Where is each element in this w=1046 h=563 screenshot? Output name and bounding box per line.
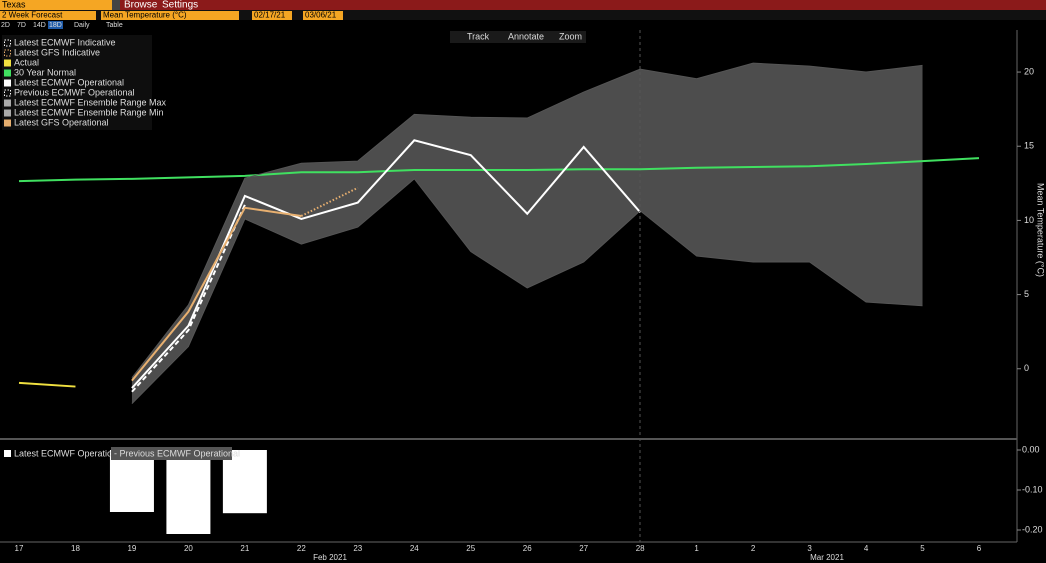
x-tick-label: 27 [579,544,588,553]
y-tick-label: 5 [1024,289,1029,299]
x-tick-label: 25 [466,544,475,553]
end-date[interactable]: 03/06/21 [305,11,337,20]
legend-swatch [4,89,11,97]
x-tick-label: 2 [751,544,756,553]
tool-button[interactable]: Annotate [508,31,544,41]
range-edge [131,62,923,378]
month-label: Mar 2021 [810,553,844,562]
dropdown-arrow[interactable] [112,0,120,10]
y-tick-label: -0.20 [1022,524,1043,534]
range-button[interactable]: 2D [1,22,10,29]
x-tick-label: 18 [71,544,80,553]
series-line [131,206,302,382]
y-tick-label: 15 [1024,141,1034,151]
x-tick-label: 24 [410,544,419,553]
series-line [18,157,980,183]
top-bar [0,0,1046,10]
x-tick-label: 3 [807,544,812,553]
bar [222,450,267,514]
legend-swatch [4,69,11,77]
difference-highlight [111,447,232,460]
month-label: Feb 2021 [313,553,347,562]
range-bar [0,20,1046,30]
legend-item: Actual [14,57,39,67]
ensemble-range [131,63,923,404]
start-date[interactable]: 02/17/21 [254,11,286,20]
series-line [131,204,246,393]
x-tick-label: 1 [694,544,699,553]
legend-item: Latest ECMWF Ensemble Range Max [14,97,167,107]
frequency[interactable]: Daily [74,22,90,29]
x-tick-label: 21 [240,544,249,553]
range-edge [131,178,923,404]
legend-item: Latest ECMWF Operational [14,448,124,458]
legend-swatch [4,99,11,107]
y-axis-title: Mean Temperature (°C) [1036,183,1046,277]
location-input[interactable] [0,0,112,10]
x-tick-label: 26 [523,544,532,553]
bar [109,450,154,512]
range-button[interactable]: 18D [49,22,62,29]
tool-button[interactable]: Zoom [559,31,582,41]
x-tick-label: 22 [297,544,306,553]
table-button[interactable]: Table [106,22,123,29]
bar [166,450,211,534]
x-tick-label: 17 [15,544,24,553]
legend-swatch [4,49,11,57]
legend-swatch [4,450,11,457]
y-tick-label: 0 [1024,363,1029,373]
tool-button[interactable]: Track [467,31,490,41]
menu-item[interactable]: Settings [162,0,198,11]
range-button[interactable]: 14D [33,22,46,29]
legend-item: Latest ECMWF Ensemble Range Min [14,107,164,117]
end-date-input[interactable] [303,11,343,20]
y-tick-label: 20 [1024,66,1034,76]
forecast-select[interactable] [0,11,96,20]
options-bar [0,10,1046,20]
legend-item: Latest GFS Indicative [14,47,100,57]
x-tick-label: 23 [353,544,362,553]
legend-item: Latest GFS Operational [14,117,109,127]
x-tick-label: 19 [127,544,136,553]
legend-item: Previous ECMWF Operational [14,87,135,97]
legend-item: 30 Year Normal [14,67,76,77]
x-tick-label: 5 [920,544,925,553]
x-tick-label: 20 [184,544,193,553]
start-date-input[interactable] [252,11,292,20]
legend-item: Latest ECMWF Indicative [14,37,116,47]
series-line [18,381,76,388]
tool-bar [450,31,586,43]
legend-swatch [4,79,11,87]
location[interactable]: Texas [2,0,26,9]
x-tick-label: 28 [636,544,645,553]
legend-swatch [4,39,11,47]
y-tick-label: -0.10 [1022,484,1043,494]
forecast[interactable]: 2 Week Forecast [2,11,63,20]
y-tick-label: 10 [1024,215,1034,225]
menu-item[interactable]: Browse [124,0,158,11]
difference-label: - Previous ECMWF Operational [114,448,240,458]
series-line [300,186,359,217]
x-tick-label: 4 [864,544,869,553]
legend-swatch [4,59,11,67]
legend-swatch [4,119,11,127]
legend-box [2,35,152,130]
measure-select[interactable] [101,11,239,20]
measure[interactable]: Mean Temperature (°C) [103,11,187,20]
x-tick-label: 6 [977,544,982,553]
y-tick-label: 0.00 [1022,444,1040,454]
range-selected [48,21,63,29]
legend-swatch [4,109,11,117]
legend-item: Latest ECMWF Operational [14,77,124,87]
range-button[interactable]: 7D [17,22,26,29]
